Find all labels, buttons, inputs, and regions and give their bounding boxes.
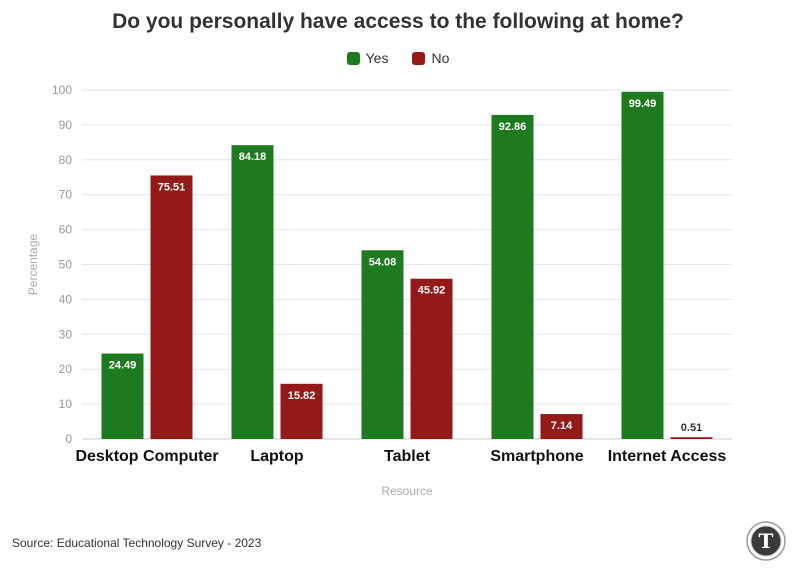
data-label: 0.51 bbox=[681, 422, 702, 434]
y-tick-label: 50 bbox=[59, 258, 73, 272]
legend-swatch-yes bbox=[346, 51, 360, 65]
x-tick-label: Smartphone bbox=[490, 448, 583, 465]
legend-label-no: No bbox=[431, 50, 450, 66]
bar-no-desktop-computer bbox=[150, 175, 193, 439]
legend-item-yes[interactable]: Yes bbox=[346, 50, 389, 66]
x-tick-label: Tablet bbox=[384, 448, 431, 465]
data-label: 54.08 bbox=[369, 256, 397, 268]
legend-item-no[interactable]: No bbox=[412, 50, 449, 66]
data-label: 99.49 bbox=[629, 98, 657, 110]
data-label: 75.51 bbox=[158, 181, 186, 193]
bar-no-laptop bbox=[280, 383, 323, 439]
data-label: 84.18 bbox=[239, 151, 267, 163]
x-tick-label: Laptop bbox=[250, 448, 304, 465]
data-label: 24.49 bbox=[109, 360, 137, 372]
y-tick-label: 100 bbox=[52, 83, 72, 97]
bar-no-tablet bbox=[410, 278, 453, 439]
x-tick-label: Desktop Computer bbox=[75, 448, 218, 465]
x-tick-label: Internet Access bbox=[608, 448, 727, 465]
bar-yes-desktop-computer bbox=[101, 353, 144, 439]
source-note: Source: Educational Technology Survey - … bbox=[12, 536, 262, 550]
data-label: 92.86 bbox=[499, 121, 527, 133]
bar-yes-tablet bbox=[361, 250, 404, 439]
chart-title: Do you personally have access to the fol… bbox=[112, 10, 684, 33]
data-label: 45.92 bbox=[418, 285, 446, 297]
legend-label-yes: Yes bbox=[365, 50, 389, 66]
y-tick-label: 30 bbox=[59, 327, 73, 341]
legend: Yes No bbox=[0, 50, 796, 66]
bar-yes-internet-access bbox=[621, 91, 664, 439]
y-tick-label: 20 bbox=[59, 362, 73, 376]
y-tick-label: 60 bbox=[59, 223, 73, 237]
data-label: 15.82 bbox=[288, 390, 316, 402]
y-tick-label: 10 bbox=[59, 397, 73, 411]
y-tick-label: 70 bbox=[59, 188, 73, 202]
data-label: 7.14 bbox=[551, 420, 573, 432]
bar-yes-laptop bbox=[231, 145, 274, 440]
y-tick-label: 0 bbox=[65, 432, 72, 446]
logo-icon: T bbox=[746, 521, 786, 561]
logo-letter: T bbox=[759, 529, 774, 553]
x-axis-label: Resource bbox=[381, 484, 433, 498]
bar-no-internet-access bbox=[670, 437, 713, 439]
bar-no-smartphone bbox=[540, 414, 583, 439]
bar-yes-smartphone bbox=[491, 114, 534, 439]
legend-swatch-no bbox=[412, 51, 426, 65]
y-tick-label: 40 bbox=[59, 292, 73, 306]
y-tick-label: 80 bbox=[59, 153, 73, 167]
y-axis-label: Percentage bbox=[26, 233, 40, 295]
y-tick-label: 90 bbox=[59, 118, 73, 132]
